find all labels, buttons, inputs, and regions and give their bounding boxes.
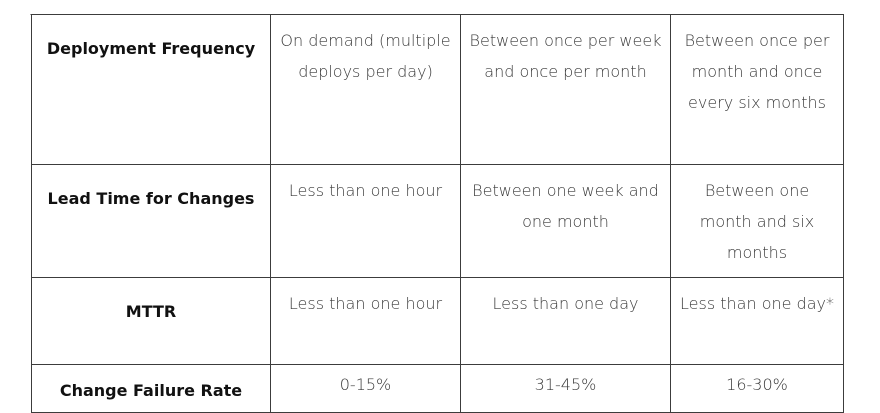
table-row: Change Failure Rate 0-15% 31-45% 16-30%	[31, 364, 844, 413]
dora-metrics-table: Deployment Frequency On demand (multiple…	[31, 14, 844, 413]
table-cell: 0-15%	[270, 364, 461, 413]
table-cell: Between once per week and once per month	[460, 14, 671, 165]
row-header-deployment-frequency: Deployment Frequency	[31, 14, 271, 165]
table-cell: Less than one hour	[270, 164, 461, 278]
table-cell: Between once per month and once every si…	[670, 14, 844, 165]
table-cell: Between one month and six months	[670, 164, 844, 278]
table-cell: Between one week and one month	[460, 164, 671, 278]
table-cell: Less than one day	[460, 277, 671, 365]
table-row: MTTR Less than one hour Less than one da…	[31, 277, 844, 365]
table-row: Lead Time for Changes Less than one hour…	[31, 164, 844, 278]
row-header-lead-time: Lead Time for Changes	[31, 164, 271, 278]
table-row: Deployment Frequency On demand (multiple…	[31, 14, 844, 165]
row-header-change-failure-rate: Change Failure Rate	[31, 364, 271, 413]
table-cell: On demand (multiple deploys per day)	[270, 14, 461, 165]
table-cell: 31-45%	[460, 364, 671, 413]
table-cell: Less than one hour	[270, 277, 461, 365]
table-cell: 16-30%	[670, 364, 844, 413]
row-header-mttr: MTTR	[31, 277, 271, 365]
table-cell: Less than one day*	[670, 277, 844, 365]
